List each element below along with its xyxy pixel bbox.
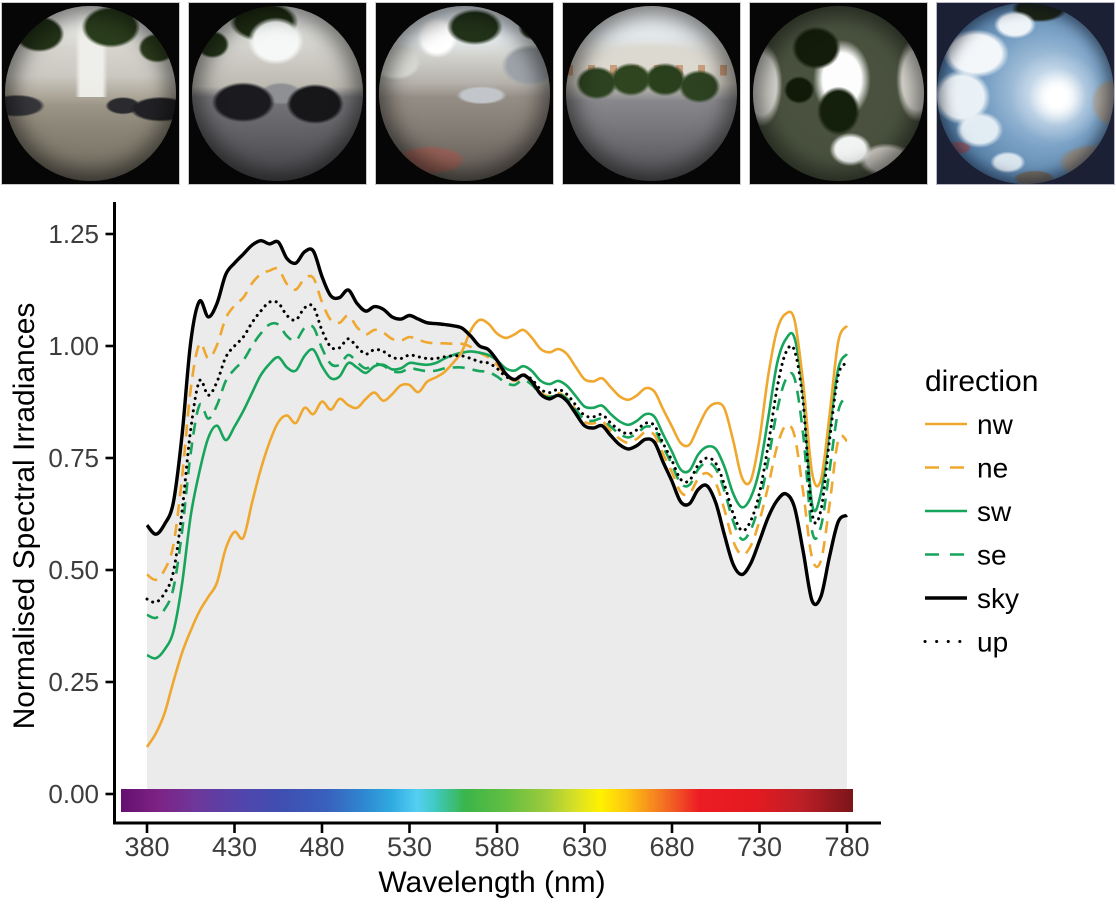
fisheye-photo-3 <box>379 6 550 181</box>
y-tick-label-0.75: 0.75 <box>48 443 99 473</box>
x-axis-title: Wavelength (nm) <box>378 866 605 899</box>
x-tick-label-380: 380 <box>124 832 169 862</box>
sky-area-fill <box>147 240 847 794</box>
x-tick-label-630: 630 <box>562 832 607 862</box>
x-tick-label-730: 730 <box>737 832 782 862</box>
legend-label-nw: nw <box>977 409 1014 440</box>
fisheye-tile-1 <box>1 2 180 185</box>
y-tick-label-1.00: 1.00 <box>48 331 99 361</box>
legend-label-up: up <box>977 627 1008 658</box>
legend-label-se: se <box>977 540 1007 571</box>
legend-entry-se: se <box>925 540 1007 571</box>
series-line-up <box>145 299 849 604</box>
y-tick-label-0.50: 0.50 <box>48 555 99 585</box>
x-tick-label-780: 780 <box>824 832 869 862</box>
legend-entry-up: up <box>923 627 1008 658</box>
fisheye-tile-5 <box>749 2 928 185</box>
fisheye-photo-row <box>0 0 1116 190</box>
fisheye-tile-3 <box>375 2 554 185</box>
x-tick-label-480: 480 <box>299 832 344 862</box>
fisheye-photo-2 <box>192 6 363 181</box>
legend-label-ne: ne <box>977 453 1008 484</box>
fisheye-photo-4 <box>566 6 737 181</box>
y-axis-title: Normalised Spectral Irradiances <box>8 303 41 730</box>
fisheye-tile-6 <box>936 2 1115 185</box>
axes: 0.00 0.25 0.50 0.75 1.00 1.25 380 430 480 530 580 6… <box>8 202 881 899</box>
legend-label-sky: sky <box>977 583 1019 614</box>
spectral-irradiance-chart: 0.00 0.25 0.50 0.75 1.00 1.25 380 430 480 530 580 6… <box>8 202 1038 899</box>
legend-entry-sky: sky <box>925 583 1019 614</box>
x-tick-label-530: 530 <box>387 832 432 862</box>
x-tick-label-430: 430 <box>212 832 257 862</box>
fisheye-photo-1 <box>5 6 176 181</box>
y-tick-label-0.00: 0.00 <box>48 779 99 809</box>
series-line-nw <box>145 310 849 748</box>
y-tick-label-0.25: 0.25 <box>48 667 99 697</box>
y-tick-label-1.25: 1.25 <box>48 219 99 249</box>
spectrum-colorbar <box>121 789 853 812</box>
series-line-sky <box>145 239 849 607</box>
legend-label-sw: sw <box>977 496 1012 527</box>
legend-entry-nw: nw <box>925 409 1014 440</box>
x-tick-label-680: 680 <box>649 832 694 862</box>
legend-entry-ne: ne <box>925 453 1008 484</box>
legend-entry-sw: sw <box>925 496 1012 527</box>
legend: direction nw ne sw se sky up <box>923 365 1038 658</box>
fisheye-tile-4 <box>562 2 741 185</box>
series-line-se <box>146 321 849 620</box>
fisheye-tile-2 <box>188 2 367 185</box>
series-line-ne <box>146 266 848 582</box>
legend-title: direction <box>925 365 1038 398</box>
x-tick-label-580: 580 <box>474 832 519 862</box>
fisheye-photo-5 <box>753 6 924 181</box>
fisheye-photo-6 <box>937 3 1114 184</box>
